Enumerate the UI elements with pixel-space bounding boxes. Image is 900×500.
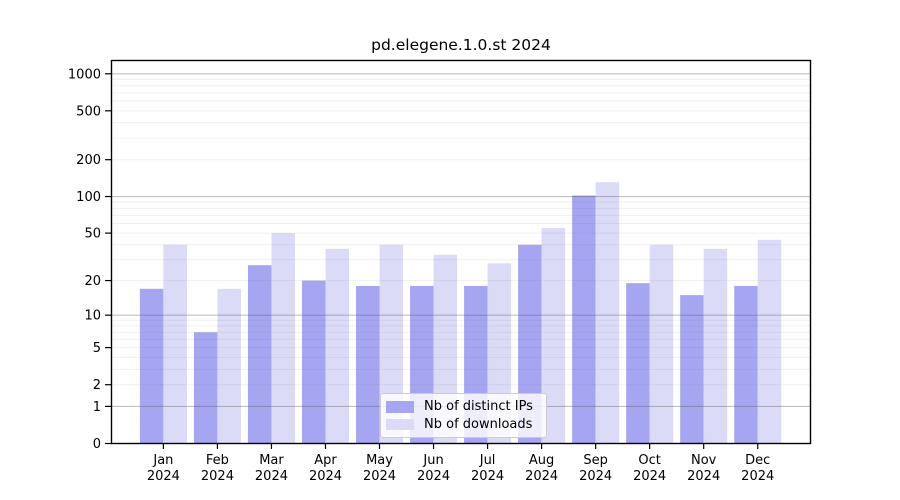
x-tick-label-month: Aug [529, 453, 554, 468]
bar-downloads-oct [649, 244, 674, 444]
x-tick-label-year: 2024 [687, 469, 720, 484]
y-tick-label: 200 [76, 153, 101, 168]
x-tick-label-year: 2024 [417, 469, 450, 484]
x-tick-label-month: Jan [152, 453, 173, 468]
bar-distinct-ips-apr [301, 280, 326, 444]
y-tick-label: 2 [93, 378, 101, 393]
x-tick-label-year: 2024 [363, 469, 396, 484]
bar-distinct-ips-jan [139, 288, 164, 444]
bar-downloads-mar [271, 233, 295, 444]
legend-label-downloads: Nb of downloads [424, 416, 533, 432]
legend: Nb of distinct IPs Nb of downloads [380, 393, 547, 438]
y-tick-label: 1000 [68, 67, 101, 82]
y-tick-label: 10 [84, 309, 101, 324]
x-tick-label-month: Oct [638, 453, 660, 468]
y-tick-label: 100 [76, 190, 101, 205]
x-tick-label-year: 2024 [579, 469, 612, 484]
x-tick-label-year: 2024 [255, 469, 288, 484]
bar-distinct-ips-may [356, 285, 380, 444]
bar-downloads-sep [595, 182, 620, 444]
x-tick-label-year: 2024 [309, 469, 342, 484]
legend-item-downloads: Nb of downloads [386, 416, 538, 433]
bar-downloads-nov [703, 248, 728, 444]
x-tick-label-month: Apr [314, 453, 337, 468]
chart-title: pd.elegene.1.0.st 2024 [371, 36, 551, 54]
bar-distinct-ips-sep [572, 195, 596, 444]
x-tick-label-year: 2024 [147, 469, 180, 484]
legend-swatch-distinct-ips [386, 401, 414, 413]
y-tick-label: 50 [84, 227, 101, 242]
bar-distinct-ips-dec [734, 285, 758, 444]
x-tick-label-month: May [366, 453, 393, 468]
bar-distinct-ips-nov [680, 295, 704, 444]
x-tick-label-month: Sep [583, 453, 608, 468]
x-tick-label-year: 2024 [201, 469, 234, 484]
plot-border [110, 59, 812, 445]
y-tick-label: 5 [93, 341, 101, 356]
x-tick-label-month: Dec [745, 453, 770, 468]
bar-downloads-apr [325, 248, 349, 444]
y-tick-label: 20 [84, 274, 101, 289]
x-tick-label-year: 2024 [525, 469, 558, 484]
y-tick-label: 500 [76, 104, 101, 119]
y-tick-label: 0 [93, 437, 101, 452]
legend-label-distinct-ips: Nb of distinct IPs [424, 399, 533, 415]
legend-item-distinct-ips: Nb of distinct IPs [386, 398, 538, 415]
bar-downloads-aug [541, 228, 566, 444]
x-tick-label-year: 2024 [471, 469, 504, 484]
bar-downloads-jan [163, 244, 187, 444]
x-tick-label-year: 2024 [633, 469, 666, 484]
legend-swatch-downloads [386, 418, 414, 430]
x-tick-label-month: Nov [691, 453, 717, 468]
bar-distinct-ips-oct [626, 283, 650, 444]
x-tick-label-month: Mar [259, 453, 284, 468]
y-tick-label: 1 [93, 400, 101, 415]
bar-downloads-dec [757, 239, 782, 444]
bar-distinct-ips-mar [247, 265, 272, 444]
bar-downloads-feb [217, 288, 241, 444]
bar-distinct-ips-feb [193, 332, 218, 444]
x-tick-label-month: Jul [479, 453, 496, 468]
x-tick-label-month: Jun [422, 453, 443, 468]
x-tick-label-month: Feb [206, 453, 229, 468]
x-tick-label-year: 2024 [741, 469, 774, 484]
